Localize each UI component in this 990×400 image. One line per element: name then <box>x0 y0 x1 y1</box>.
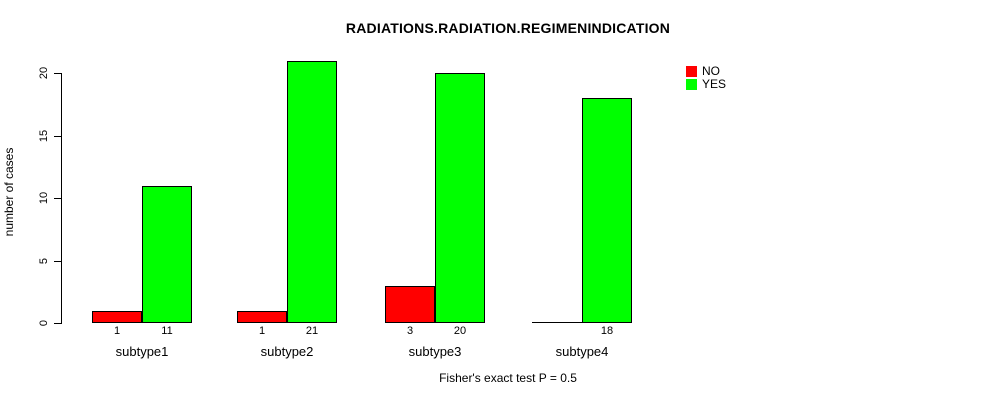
chart-title: RADIATIONS.RADIATION.REGIMENINDICATION <box>345 20 671 36</box>
y-axis-line <box>61 73 62 324</box>
y-tick-label: 10 <box>38 191 50 205</box>
bar-value-label: 18 <box>600 325 614 337</box>
bar-value-label: 3 <box>406 325 414 337</box>
legend-swatch-no <box>686 65 697 77</box>
bar-no <box>385 285 435 323</box>
bar-value-label: 1 <box>258 325 266 337</box>
legend-label: YES <box>702 77 727 91</box>
y-tick <box>54 261 61 262</box>
x-category-label: subtype3 <box>408 344 462 359</box>
bar-yes <box>582 98 632 323</box>
y-tick <box>54 198 61 199</box>
x-category-label: subtype1 <box>115 344 169 359</box>
legend-label: NO <box>702 64 720 78</box>
bar-value-label: 20 <box>453 325 467 337</box>
bar-no <box>237 310 287 323</box>
bar-no <box>92 310 142 323</box>
y-tick-label: 20 <box>38 66 50 80</box>
y-tick-label: 5 <box>38 257 50 265</box>
legend-item-no: NO <box>686 65 726 77</box>
legend-item-yes: YES <box>686 78 726 90</box>
y-tick-label: 15 <box>38 129 50 143</box>
annotation-text: Fisher's exact test P = 0.5 <box>439 371 577 385</box>
legend: NO YES <box>686 65 726 91</box>
bar-yes <box>142 185 192 323</box>
legend-swatch-yes <box>686 78 697 90</box>
y-tick <box>54 323 61 324</box>
bar-value-label: 11 <box>161 325 173 337</box>
bar-yes <box>287 60 337 323</box>
x-category-label: subtype4 <box>555 344 609 359</box>
y-tick-label: 0 <box>38 319 50 327</box>
bar-no-zero <box>532 322 582 323</box>
bar-value-label: 21 <box>305 325 319 337</box>
bar-yes <box>435 73 485 323</box>
y-tick <box>54 73 61 74</box>
bar-value-label: 1 <box>113 325 121 337</box>
y-tick <box>54 136 61 137</box>
x-category-label: subtype2 <box>260 344 314 359</box>
